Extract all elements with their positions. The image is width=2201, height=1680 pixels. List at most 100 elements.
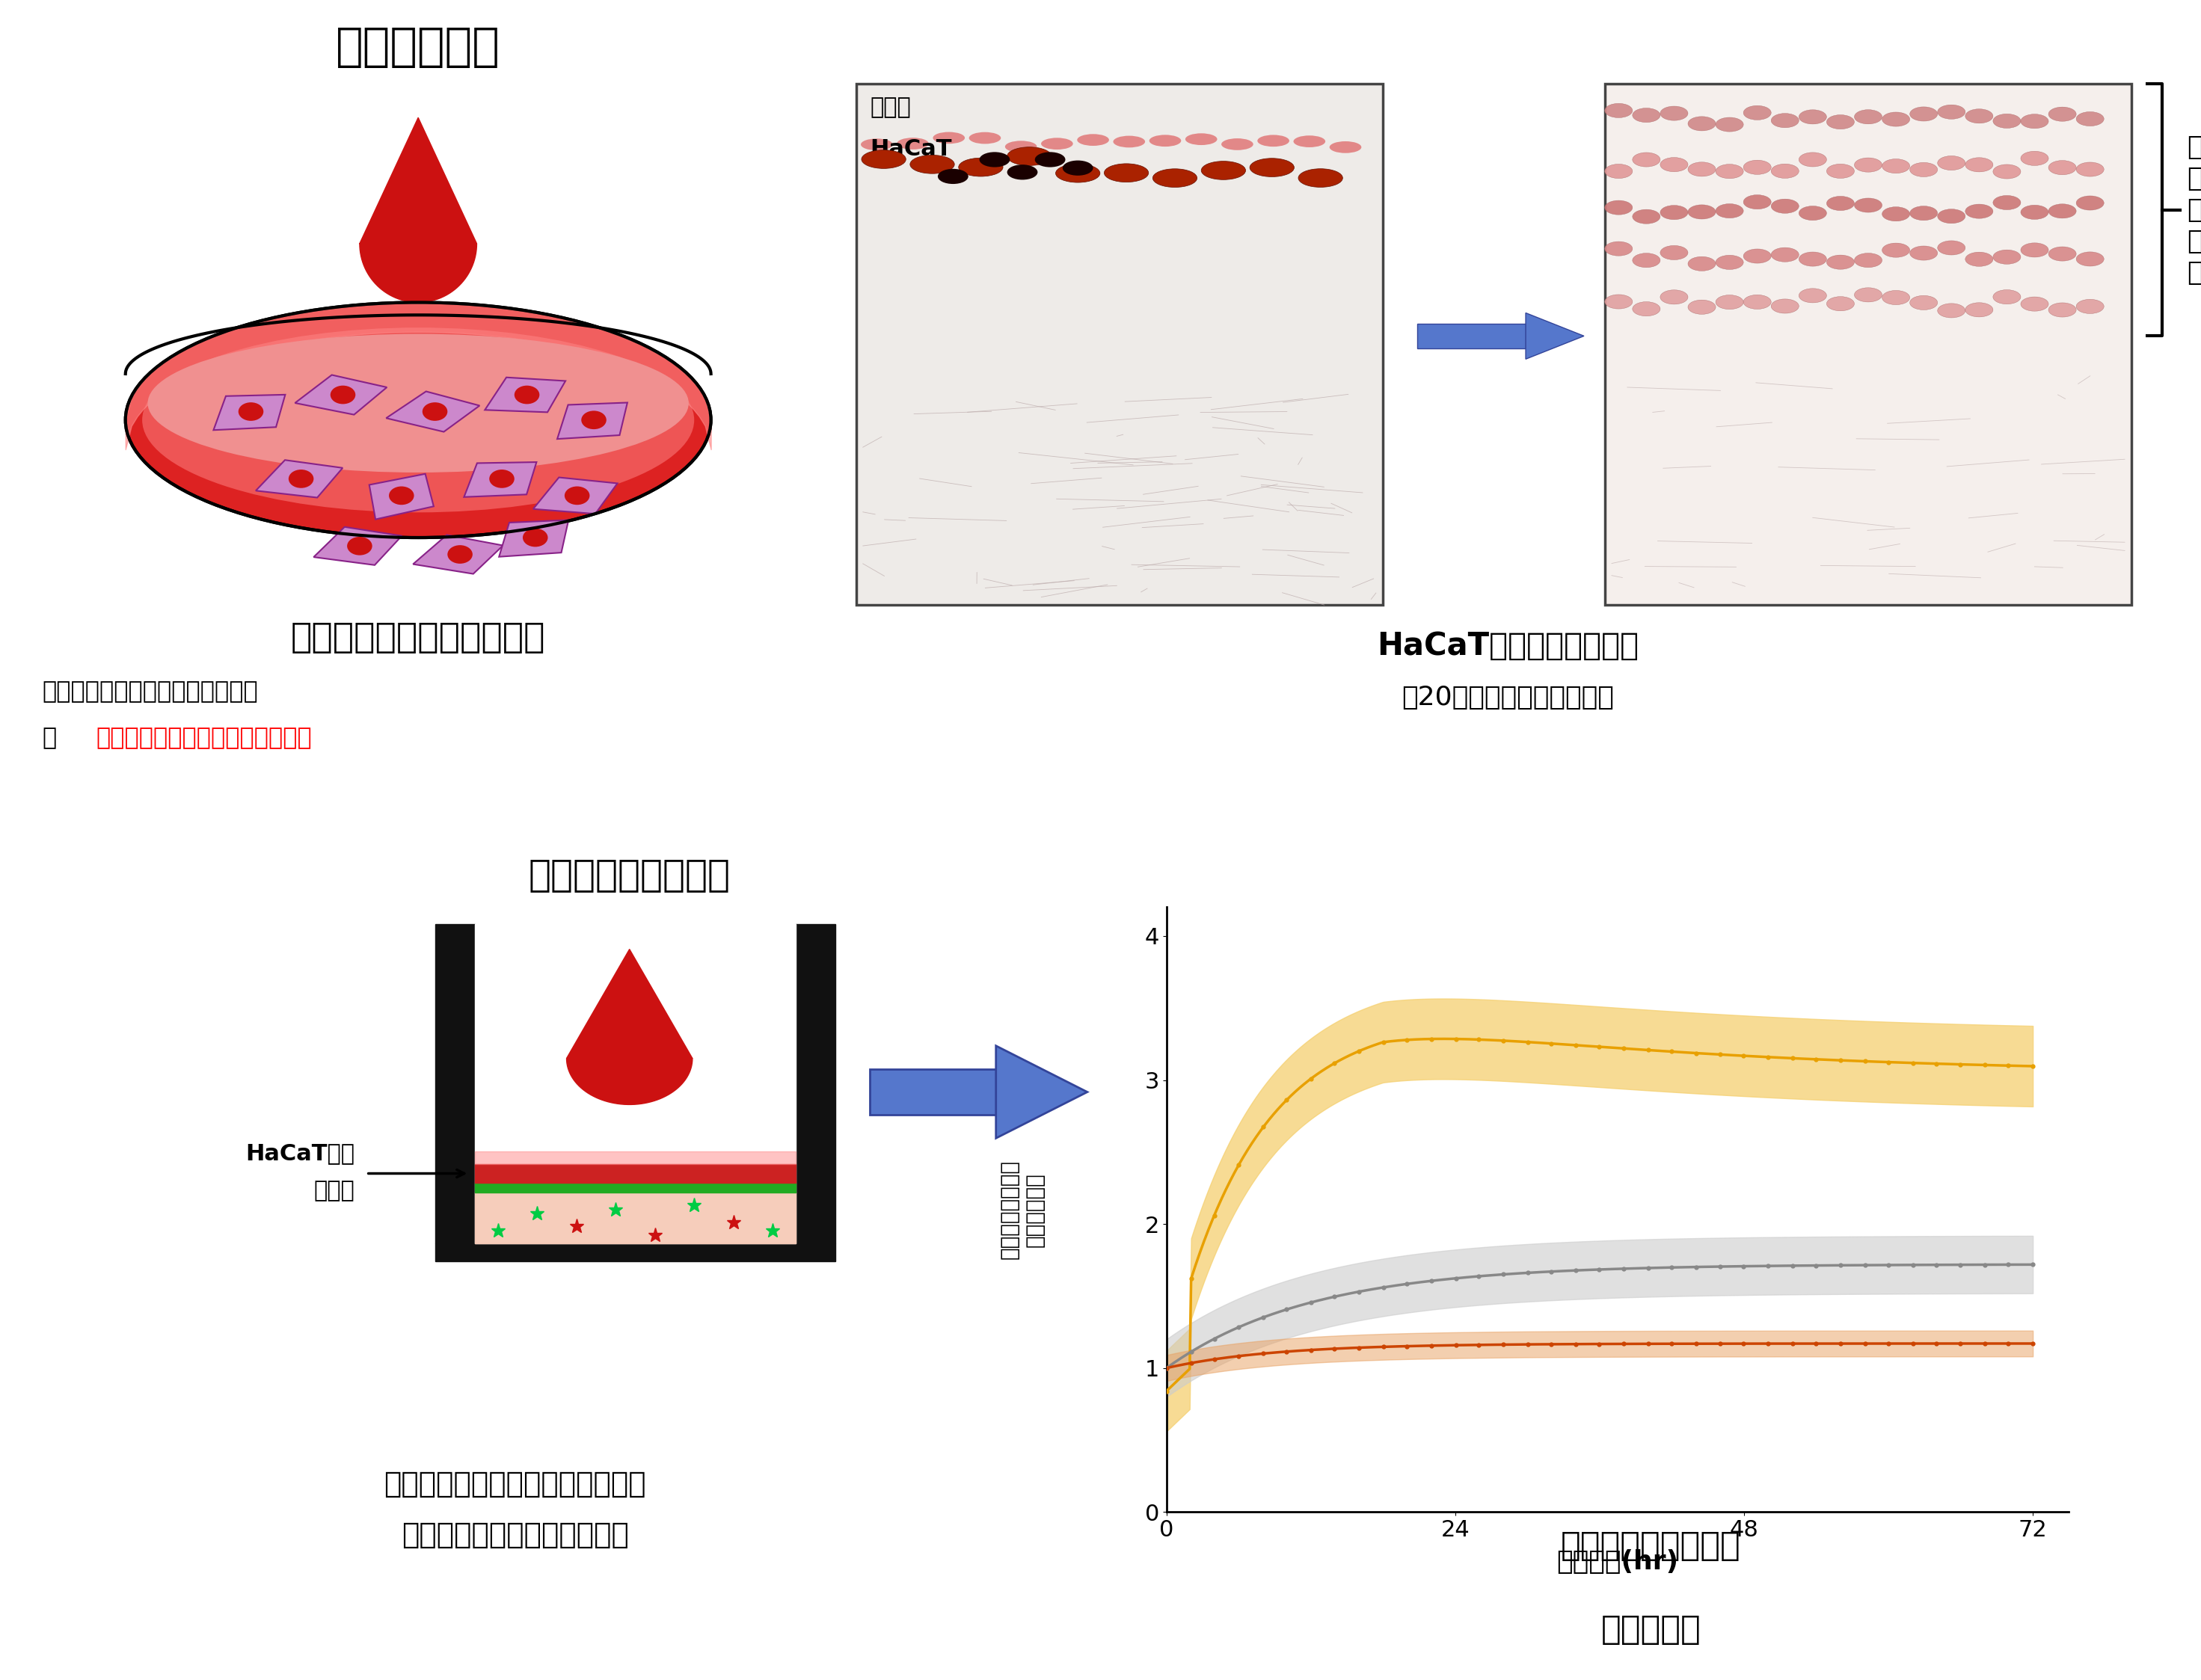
Ellipse shape <box>2049 108 2076 121</box>
Ellipse shape <box>979 153 1010 168</box>
Ellipse shape <box>1743 195 1772 208</box>
Ellipse shape <box>1853 109 1882 124</box>
Polygon shape <box>255 460 343 497</box>
Ellipse shape <box>1994 195 2021 210</box>
Ellipse shape <box>2049 203 2076 218</box>
Ellipse shape <box>1294 136 1325 148</box>
Ellipse shape <box>1882 244 1910 257</box>
Ellipse shape <box>1937 104 1965 119</box>
Ellipse shape <box>1910 245 1937 260</box>
Ellipse shape <box>2049 161 2076 175</box>
Ellipse shape <box>1633 153 1660 166</box>
Ellipse shape <box>1798 252 1827 265</box>
Ellipse shape <box>2049 302 2076 318</box>
Polygon shape <box>370 474 434 519</box>
Ellipse shape <box>1994 114 2021 128</box>
Text: HaCaT層状: HaCaT層状 <box>247 1142 354 1164</box>
Ellipse shape <box>1798 207 1827 220</box>
Polygon shape <box>213 395 286 430</box>
Ellipse shape <box>1633 108 1660 123</box>
Ellipse shape <box>861 138 894 150</box>
Ellipse shape <box>1034 153 1065 168</box>
Text: 単層の: 単層の <box>869 96 911 118</box>
Ellipse shape <box>1063 160 1094 175</box>
Ellipse shape <box>1633 302 1660 316</box>
Ellipse shape <box>938 170 968 185</box>
Ellipse shape <box>1827 255 1853 269</box>
Ellipse shape <box>2021 297 2049 311</box>
Ellipse shape <box>1798 289 1827 302</box>
Polygon shape <box>436 1243 836 1262</box>
Ellipse shape <box>143 328 693 512</box>
Ellipse shape <box>1105 163 1149 181</box>
Text: 応答を観測: 応答を観測 <box>1600 1613 1701 1646</box>
Ellipse shape <box>1772 299 1798 312</box>
Text: 構造体: 構造体 <box>315 1181 354 1201</box>
Ellipse shape <box>1186 133 1217 144</box>
Ellipse shape <box>2076 163 2104 176</box>
Ellipse shape <box>1853 254 1882 267</box>
Ellipse shape <box>1660 245 1688 260</box>
Polygon shape <box>295 375 387 415</box>
Ellipse shape <box>1798 109 1827 124</box>
Ellipse shape <box>390 486 414 506</box>
Polygon shape <box>533 477 618 514</box>
Ellipse shape <box>1717 203 1743 218</box>
Ellipse shape <box>861 150 907 168</box>
Ellipse shape <box>1882 160 1910 173</box>
Ellipse shape <box>1605 165 1633 178</box>
Ellipse shape <box>1965 109 1994 123</box>
Ellipse shape <box>1994 165 2021 178</box>
Ellipse shape <box>1743 294 1772 309</box>
Ellipse shape <box>2076 299 2104 314</box>
Ellipse shape <box>1257 134 1290 146</box>
Ellipse shape <box>1660 291 1688 304</box>
Ellipse shape <box>1772 113 1798 128</box>
Ellipse shape <box>1882 291 1910 304</box>
Ellipse shape <box>447 544 473 564</box>
Bar <box>1417 324 1525 349</box>
Ellipse shape <box>1994 250 2021 264</box>
Ellipse shape <box>2076 252 2104 265</box>
Ellipse shape <box>581 412 607 430</box>
Ellipse shape <box>1299 168 1343 186</box>
Ellipse shape <box>1688 257 1717 270</box>
Ellipse shape <box>1743 160 1772 175</box>
Ellipse shape <box>1798 153 1827 166</box>
X-axis label: 観測時間(hr): 観測時間(hr) <box>1556 1549 1679 1574</box>
Ellipse shape <box>1688 301 1717 314</box>
Ellipse shape <box>1008 148 1052 166</box>
Ellipse shape <box>1717 296 1743 309</box>
Ellipse shape <box>1965 302 1994 318</box>
Ellipse shape <box>1772 198 1798 213</box>
Ellipse shape <box>1853 198 1882 212</box>
Ellipse shape <box>933 133 964 144</box>
Text: 絀20日で層状構造体の完成: 絀20日で層状構造体の完成 <box>1402 685 1613 711</box>
Text: 層
状
構
造
体: 層 状 構 造 体 <box>2188 134 2201 286</box>
Ellipse shape <box>909 155 955 173</box>
Ellipse shape <box>1827 297 1853 311</box>
Text: 遅伝子の発現応答
（発光強度）: 遅伝子の発現応答 （発光強度） <box>999 1159 1045 1260</box>
Ellipse shape <box>1717 165 1743 178</box>
Ellipse shape <box>2076 113 2104 126</box>
Ellipse shape <box>1827 114 1853 129</box>
Text: 構造体を培養カップで培養しつつ: 構造体を培養カップで培養しつつ <box>383 1470 647 1499</box>
Ellipse shape <box>1937 208 1965 223</box>
Ellipse shape <box>1827 165 1853 178</box>
Ellipse shape <box>1688 116 1717 131</box>
Ellipse shape <box>1633 254 1660 267</box>
Ellipse shape <box>1329 141 1362 153</box>
Ellipse shape <box>2021 114 2049 128</box>
Ellipse shape <box>2049 247 2076 260</box>
Polygon shape <box>557 403 627 438</box>
Ellipse shape <box>1008 165 1037 180</box>
Ellipse shape <box>1827 197 1853 210</box>
Ellipse shape <box>1937 304 1965 318</box>
Text: 油性化合物の直接添加は難しい。: 油性化合物の直接添加は難しい。 <box>97 726 313 749</box>
Ellipse shape <box>348 538 372 556</box>
Ellipse shape <box>515 385 539 405</box>
Ellipse shape <box>489 469 515 487</box>
Ellipse shape <box>1688 205 1717 218</box>
Text: 従来のレポーターアッセイ: 従来のレポーターアッセイ <box>291 622 546 655</box>
Ellipse shape <box>1153 168 1197 186</box>
